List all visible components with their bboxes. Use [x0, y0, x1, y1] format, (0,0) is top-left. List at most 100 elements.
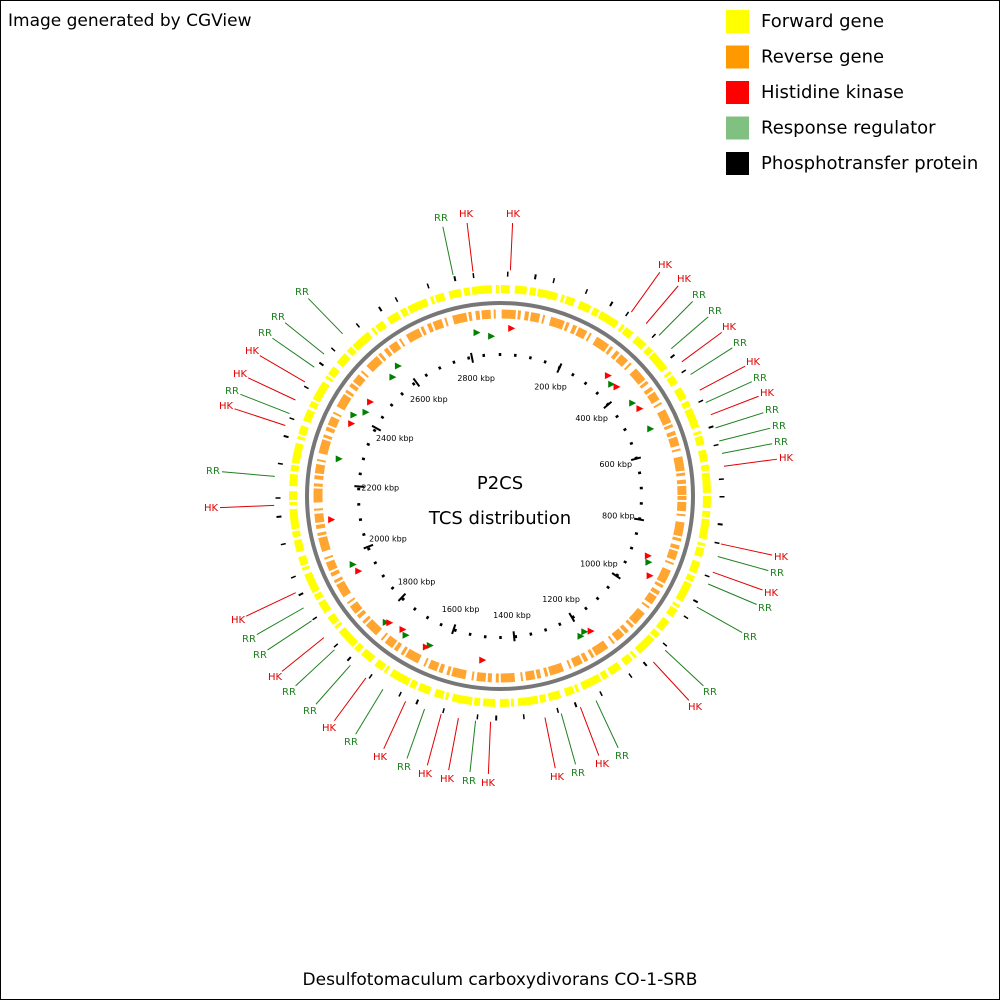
legend-label: Phosphotransfer protein	[761, 153, 978, 174]
feature-label: RR	[765, 405, 779, 416]
feature-label: HK	[204, 503, 219, 514]
feature-label: HK	[774, 552, 789, 563]
feature-label: HK	[268, 672, 283, 683]
ruler-dot	[367, 444, 370, 445]
ruler-dot	[425, 374, 427, 377]
feature-label: RR	[758, 603, 772, 614]
feature-label: RR	[295, 287, 309, 298]
feature-label: HK	[677, 274, 692, 285]
legend-label: Forward gene	[761, 11, 884, 32]
feature-label: HK	[550, 772, 565, 783]
ruler-label: 400 kbp	[575, 414, 608, 423]
feature-label: RR	[282, 687, 296, 698]
feature-label: HK	[481, 778, 496, 789]
feature-label: RR	[462, 776, 476, 787]
feature-label: RR	[772, 421, 786, 432]
feature-label: RR	[225, 386, 239, 397]
feature-label: HK	[245, 346, 260, 357]
feature-label: RR	[733, 338, 747, 349]
footer: Desulfotomaculum carboxydivorans CO-1-SR…	[303, 970, 698, 990]
ruler-dot	[624, 561, 627, 562]
ruler-dot	[439, 367, 440, 370]
ruler-label: 1400 kbp	[493, 611, 531, 620]
feature-label: HK	[506, 209, 521, 220]
ruler-dot	[427, 616, 429, 619]
feature-label: HK	[219, 401, 234, 412]
feature-label: RR	[206, 466, 220, 477]
ruler-label: 1800 kbp	[398, 578, 436, 587]
ruler-dot	[630, 548, 633, 549]
ruler-label: 600 kbp	[599, 460, 632, 469]
ruler-label: 2200 kbp	[361, 483, 399, 492]
ruler-dot	[453, 361, 454, 364]
ruler-dot	[470, 633, 471, 636]
feature-label: RR	[692, 290, 706, 301]
ruler-dot	[382, 575, 384, 577]
ruler-dot	[362, 459, 365, 460]
ruler-label: 2600 kbp	[410, 395, 448, 404]
feature-label: HK	[595, 759, 610, 770]
ruler-label: 2800 kbp	[457, 374, 495, 383]
feature-label: RR	[344, 737, 358, 748]
feature-label: RR	[774, 437, 788, 448]
ruler-dot	[362, 534, 365, 535]
header: Image generated by CGView	[8, 11, 252, 31]
ruler-dot	[468, 357, 469, 360]
ruler-dot	[373, 430, 376, 431]
feature-label: HK	[764, 588, 779, 599]
feature-label: RR	[770, 568, 784, 579]
feature-label: HK	[418, 769, 433, 780]
ruler-dot	[572, 373, 574, 376]
legend-swatch	[726, 117, 749, 140]
feature-label: RR	[271, 312, 285, 323]
ruler-dot	[559, 623, 560, 626]
feature-label: HK	[688, 702, 703, 713]
feature-label: HK	[440, 774, 455, 785]
feature-label: HK	[760, 388, 775, 399]
feature-label: RR	[258, 328, 272, 339]
ruler-dot	[401, 393, 403, 395]
center-title: P2CS	[477, 473, 523, 494]
ruler-dot	[390, 404, 392, 406]
feature-label: RR	[743, 632, 757, 643]
ruler-tick	[514, 631, 515, 641]
feature-label: RR	[615, 751, 629, 762]
legend-label: Histidine kinase	[761, 82, 904, 103]
ruler-dot	[391, 587, 393, 589]
legend-swatch	[726, 152, 749, 175]
ruler-dot	[359, 519, 362, 520]
legend-swatch	[726, 46, 749, 69]
feature-label: RR	[397, 762, 411, 773]
feature-label: HK	[322, 723, 337, 734]
feature-label: HK	[231, 615, 246, 626]
ruler-dot	[545, 360, 546, 363]
ruler-dot	[630, 443, 633, 444]
ruler-dot	[585, 607, 587, 609]
feature-label: RR	[253, 650, 267, 661]
ruler-dot	[402, 598, 404, 600]
legend-swatch	[726, 10, 749, 33]
ruler-dot	[374, 562, 377, 563]
ruler-label: 1000 kbp	[580, 559, 618, 568]
ruler-dot	[530, 356, 531, 359]
feature-label: HK	[658, 260, 673, 271]
feature-label: RR	[753, 373, 767, 384]
ruler-dot	[585, 382, 587, 384]
ruler-dot	[624, 429, 627, 430]
feature-label: HK	[233, 369, 248, 380]
ruler-dot	[440, 623, 441, 626]
ruler-dot	[545, 629, 546, 632]
ruler-label: 800 kbp	[602, 511, 635, 520]
ruler-dot	[367, 548, 370, 549]
legend-swatch	[726, 81, 749, 104]
feature-label: HK	[746, 357, 761, 368]
legend-label: Response regulator	[761, 118, 936, 139]
feature-label: RR	[303, 706, 317, 717]
ruler-dot	[596, 392, 598, 394]
legend-label: Reverse gene	[761, 47, 884, 68]
ruler-label: 200 kbp	[534, 383, 567, 392]
feature-label: RR	[242, 634, 256, 645]
ruler-label: 2400 kbp	[376, 434, 414, 443]
